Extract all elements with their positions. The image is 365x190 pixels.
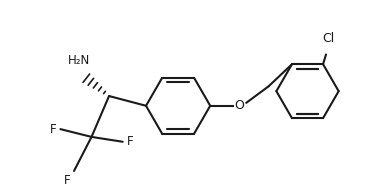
Text: F: F [64, 174, 70, 187]
Text: F: F [50, 123, 57, 136]
Text: F: F [127, 135, 133, 148]
Text: O: O [234, 99, 244, 112]
Text: H₂N: H₂N [68, 54, 90, 67]
Text: Cl: Cl [322, 32, 334, 45]
